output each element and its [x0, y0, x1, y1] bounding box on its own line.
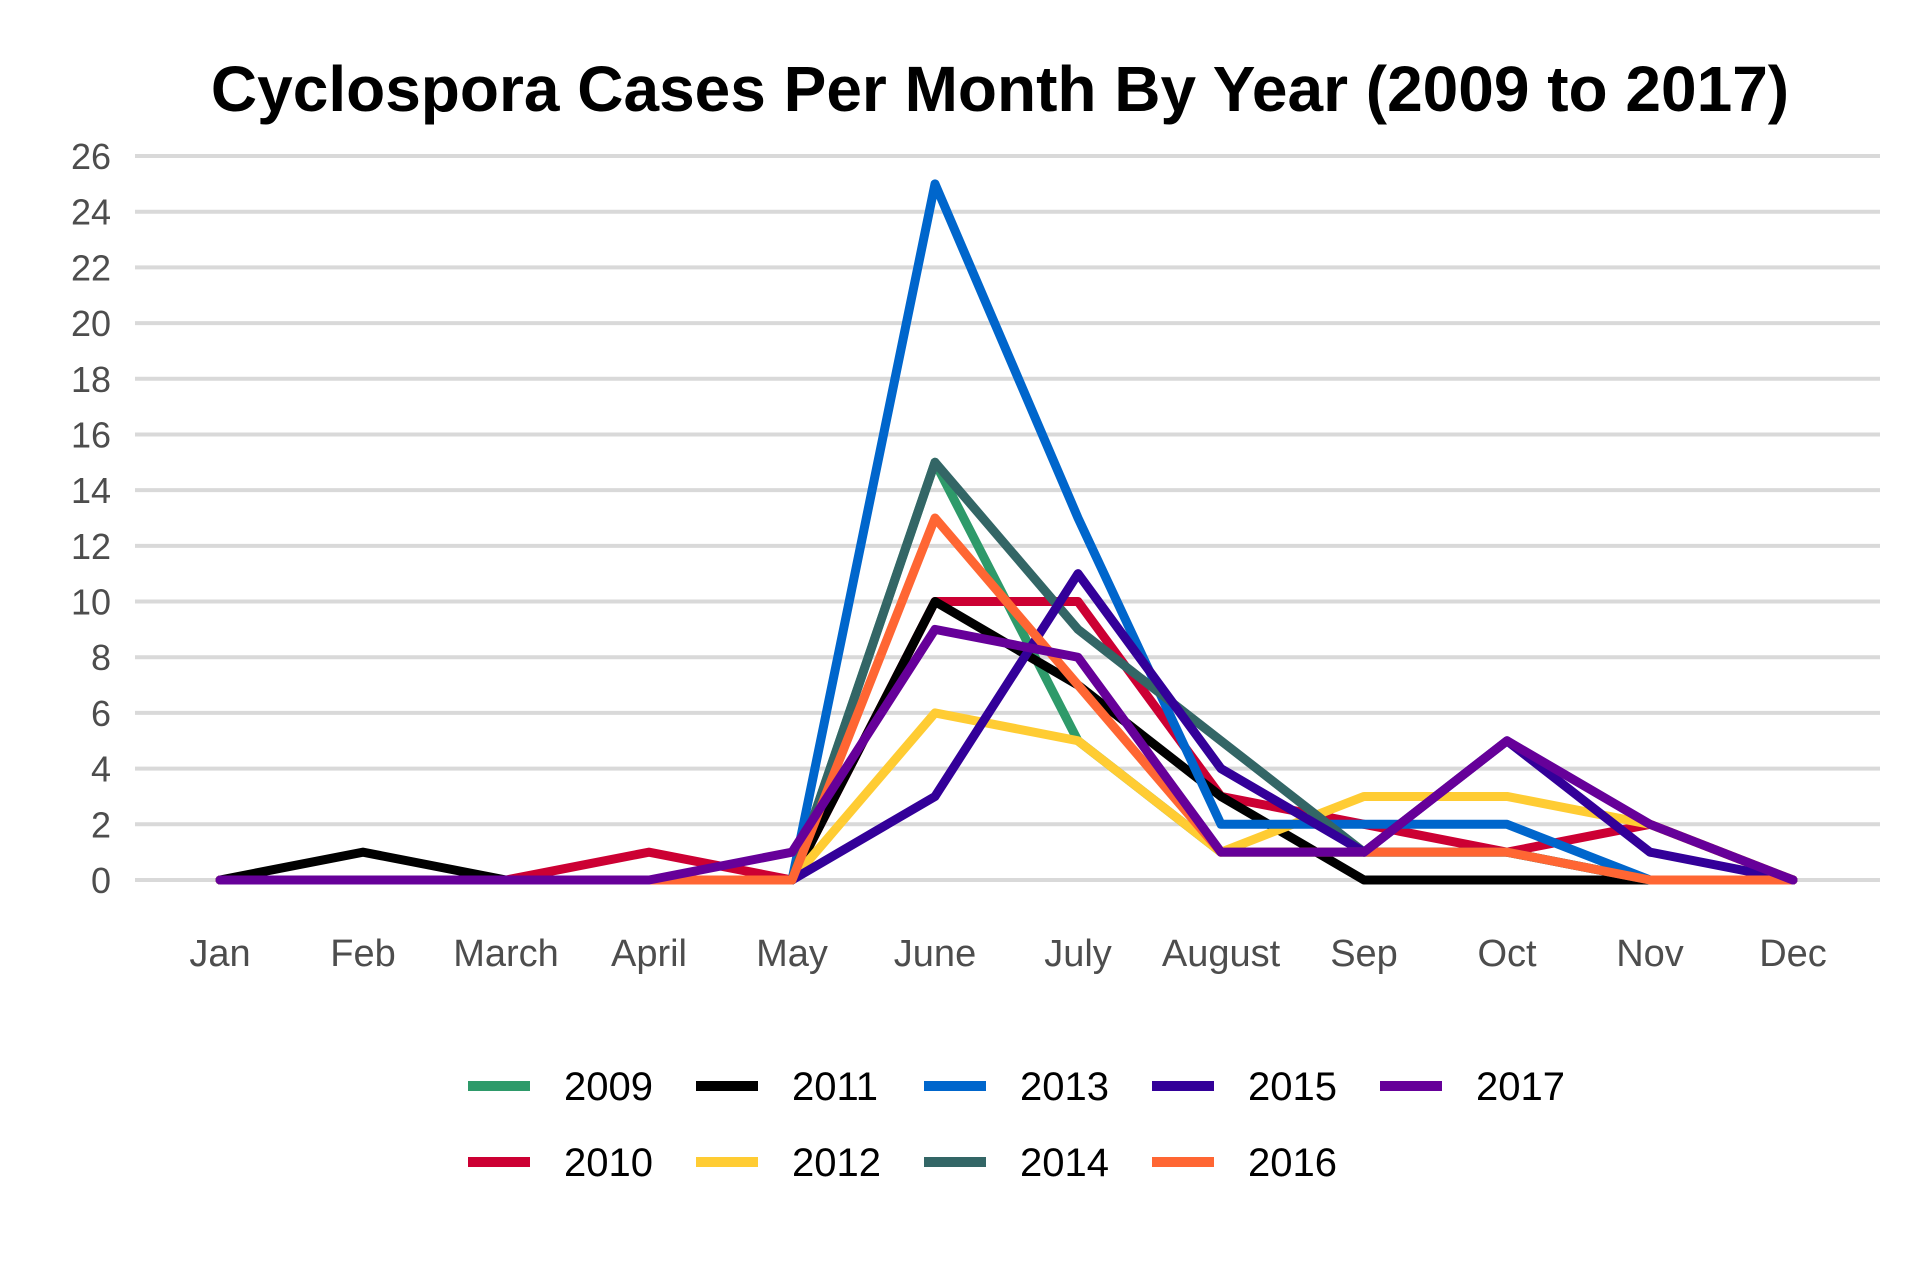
legend-label-2010: 2010 — [564, 1141, 653, 1185]
y-tick-label: 2 — [91, 804, 111, 845]
legend-label-2014: 2014 — [1020, 1141, 1109, 1185]
x-axis-ticks: Jan Feb March April May June July August Sep Oct N… — [189, 933, 1826, 975]
x-tick-label: Nov — [1616, 933, 1684, 975]
series-line-2014 — [215, 457, 1798, 885]
series-line-2017 — [215, 624, 1798, 885]
x-tick-label: Dec — [1759, 933, 1827, 975]
x-tick-label: May — [756, 933, 828, 975]
legend-label-2017: 2017 — [1476, 1065, 1565, 1109]
x-tick-label: April — [611, 933, 687, 975]
legend-label-2015: 2015 — [1248, 1065, 1337, 1109]
legend-label-2013: 2013 — [1020, 1065, 1109, 1109]
y-tick-label: 6 — [91, 693, 111, 734]
x-tick-label: Feb — [330, 933, 395, 975]
y-tick-label: 26 — [71, 136, 111, 177]
y-tick-label: 18 — [71, 359, 111, 400]
y-tick-label: 14 — [71, 470, 111, 511]
x-tick-label: Sep — [1330, 933, 1398, 975]
y-tick-label: 16 — [71, 414, 111, 455]
y-tick-label: 0 — [91, 860, 111, 901]
x-tick-label: Jan — [189, 933, 250, 975]
legend-label-2016: 2016 — [1248, 1141, 1337, 1185]
y-tick-label: 24 — [71, 192, 111, 233]
grid-lines — [135, 154, 1880, 882]
series-line-2009 — [215, 457, 1798, 885]
y-tick-label: 22 — [71, 247, 111, 288]
y-tick-label: 8 — [91, 637, 111, 678]
legend-label-2012: 2012 — [792, 1141, 881, 1185]
legend-label-2009: 2009 — [564, 1065, 653, 1109]
series-line-2012 — [215, 708, 1798, 885]
chart-title: Cyclospora Cases Per Month By Year (2009… — [210, 53, 1790, 125]
x-tick-label: August — [1162, 933, 1281, 975]
y-tick-label: 12 — [71, 526, 111, 567]
y-tick-label: 4 — [91, 749, 111, 790]
x-tick-label: March — [453, 933, 559, 975]
x-tick-label: Oct — [1477, 933, 1537, 975]
legend: 2009 2010 2011 2012 2013 2014 2015 2016 2017 — [468, 1065, 1565, 1185]
y-tick-label: 10 — [71, 582, 111, 623]
x-tick-label: June — [894, 933, 976, 975]
legend-label-2011: 2011 — [792, 1065, 878, 1109]
y-tick-label: 20 — [71, 303, 111, 344]
x-tick-label: July — [1044, 933, 1112, 975]
series-lines — [215, 179, 1798, 885]
